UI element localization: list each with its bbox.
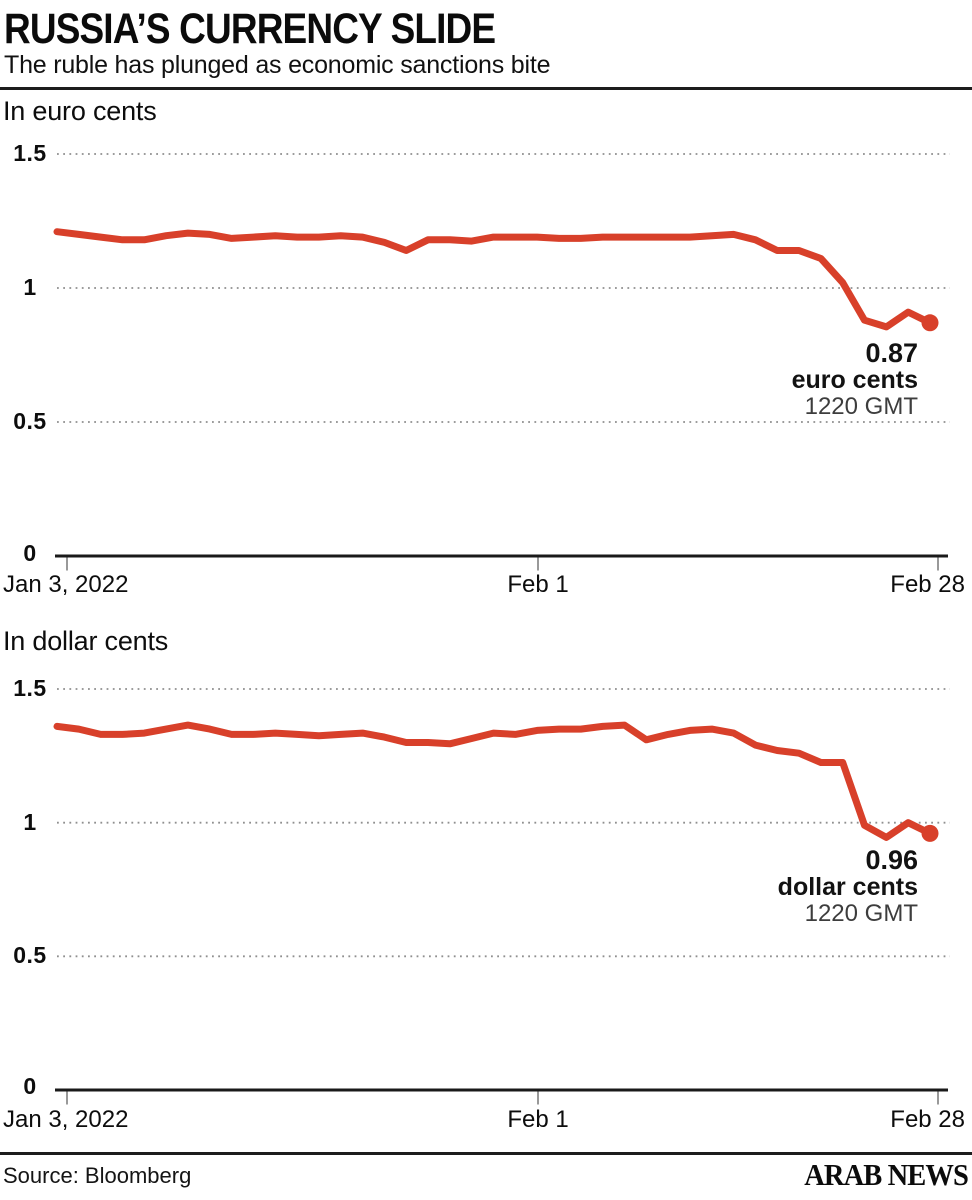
header-divider [0,87,972,90]
series-line [53,228,934,331]
y-axis-label: 0.5 [13,408,47,434]
subtitle: The ruble has plunged as economic sancti… [4,51,551,79]
dollar-annotation: 0.96 dollar cents 1220 GMT [778,847,918,927]
annotation-value: 0.87 [865,338,918,368]
series-line [53,721,934,841]
annotation-label: euro cents [791,366,918,394]
y-axis-label: 1 [23,274,37,300]
y-axis-label: 1 [23,809,37,835]
annotation-time: 1220 GMT [804,900,918,927]
footer-divider [0,1152,972,1155]
annotation-time: 1220 GMT [804,393,918,420]
x-axis-tick-label: Feb 28 [890,1106,965,1133]
y-axis-label: 0 [23,540,37,566]
euro-annotation: 0.87 euro cents 1220 GMT [792,340,918,420]
dollar-chart-title: In dollar cents [3,626,169,656]
x-axis-tick-label: Jan 3, 2022 [3,1106,129,1133]
y-axis-label: 1.5 [13,140,47,166]
series-end-dot [921,824,939,842]
annotation-value: 0.96 [865,845,918,875]
source-credit: Source: Bloomberg [3,1163,192,1188]
x-axis-tick-label: Feb 1 [507,1106,569,1133]
y-axis-label: 1.5 [13,675,47,701]
x-axis-tick-label: Feb 28 [890,571,965,598]
euro-chart-title: In euro cents [3,96,157,126]
y-axis-label: 0.5 [13,942,47,968]
page-title: RUSSIA’S CURRENCY SLIDE [4,5,496,53]
x-axis-tick-label: Jan 3, 2022 [3,571,129,598]
annotation-label: dollar cents [777,873,918,901]
x-axis-tick-label: Feb 1 [507,571,569,598]
arab-news-logo: ARAB NEWS [804,1157,969,1192]
y-axis-label: 0 [23,1073,37,1099]
series-end-dot [921,314,939,332]
